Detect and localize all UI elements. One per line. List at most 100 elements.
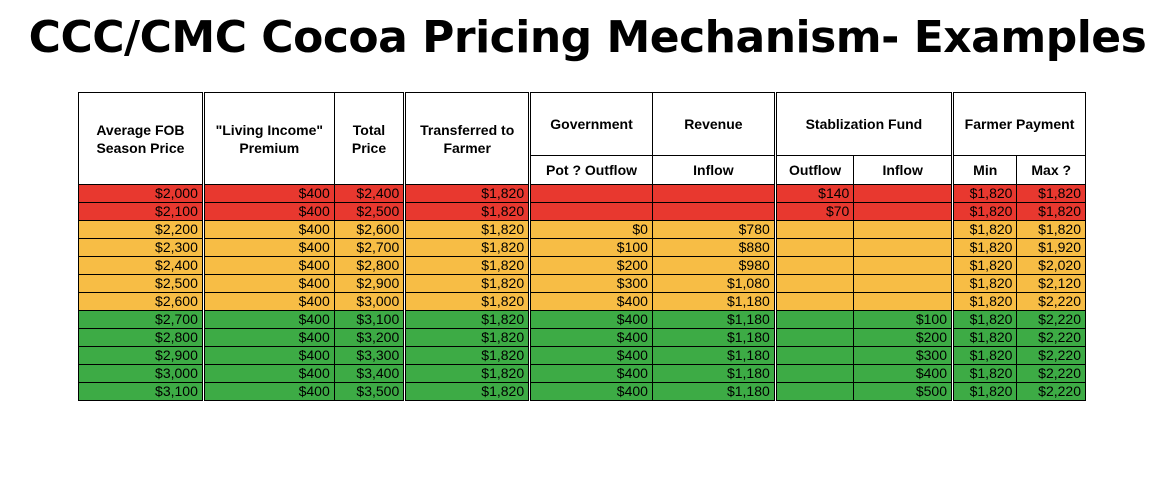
cell-stab-inflow xyxy=(853,256,953,275)
cell-premium: $400 xyxy=(201,346,335,365)
cell-fob: $3,000 xyxy=(78,364,204,383)
cell-transferred: $1,820 xyxy=(403,346,531,365)
pricing-table: Average FOB Season Price "Living Income"… xyxy=(78,92,1086,401)
cell-max: $2,220 xyxy=(1016,310,1086,329)
cell-stab-inflow xyxy=(853,274,953,293)
cell-total: $2,800 xyxy=(333,256,406,275)
cell-revenue: $880 xyxy=(651,238,776,257)
cell-stab-outflow: $70 xyxy=(773,202,855,221)
cell-revenue: $1,180 xyxy=(651,364,776,383)
cell-stab-inflow xyxy=(853,292,953,311)
cell-stab-inflow xyxy=(853,220,953,239)
cell-premium: $400 xyxy=(201,202,335,221)
cell-min: $1,820 xyxy=(950,274,1018,293)
cell-stab-outflow xyxy=(773,256,855,275)
cell-total: $3,500 xyxy=(333,382,406,401)
cell-stab-inflow: $500 xyxy=(853,382,953,401)
cell-transferred: $1,820 xyxy=(403,382,531,401)
cell-transferred: $1,820 xyxy=(403,220,531,239)
cell-government: $400 xyxy=(528,310,653,329)
cell-stab-outflow xyxy=(773,382,855,401)
cell-stab-outflow xyxy=(773,274,855,293)
cell-min: $1,820 xyxy=(950,184,1018,203)
cell-max: $2,020 xyxy=(1016,256,1086,275)
cell-min: $1,820 xyxy=(950,202,1018,221)
cell-government: $400 xyxy=(528,382,653,401)
cell-min: $1,820 xyxy=(950,292,1018,311)
header-row: Average FOB Season Price "Living Income"… xyxy=(78,92,1086,185)
cell-max: $2,220 xyxy=(1016,346,1086,365)
table-row: $2,500 $400 $2,900 $1,820 $300 $1,080 $1,820 $2… xyxy=(78,274,1086,293)
table-row: $2,300 $400 $2,700 $1,820 $100 $880 $1,820 $1,9… xyxy=(78,238,1086,257)
header-stabilization: Stablization Fund xyxy=(773,92,954,156)
cell-revenue xyxy=(651,202,776,221)
subheader-min: Min xyxy=(950,155,1018,185)
cell-max: $2,220 xyxy=(1016,328,1086,347)
cell-government: $100 xyxy=(528,238,653,257)
cell-fob: $2,600 xyxy=(78,292,204,311)
cell-transferred: $1,820 xyxy=(403,292,531,311)
cell-min: $1,820 xyxy=(950,364,1018,383)
table-row: $2,600 $400 $3,000 $1,820 $400 $1,180 $1,820 $2… xyxy=(78,292,1086,311)
cell-stab-outflow: $140 xyxy=(773,184,855,203)
cell-max: $1,820 xyxy=(1016,220,1086,239)
table-row: $2,400 $400 $2,800 $1,820 $200 $980 $1,820 $2,0… xyxy=(78,256,1086,275)
table-row: $2,100 $400 $2,500 $1,820 $70 $1,820 $1,820 xyxy=(78,202,1086,221)
cell-fob: $2,800 xyxy=(78,328,204,347)
cell-max: $2,220 xyxy=(1016,364,1086,383)
cell-revenue: $1,180 xyxy=(651,328,776,347)
subheader-row: Pot ? Outflow Inflow Outflow Inflow Min … xyxy=(79,155,1086,185)
cell-stab-outflow xyxy=(773,346,855,365)
cell-stab-outflow xyxy=(773,364,855,383)
cell-total: $2,600 xyxy=(333,220,406,239)
header-premium: "Living Income" Premium xyxy=(201,92,335,185)
cell-stab-inflow xyxy=(853,238,953,257)
cell-stab-outflow xyxy=(773,310,855,329)
cell-total: $2,400 xyxy=(333,184,406,203)
cell-revenue: $1,180 xyxy=(651,292,776,311)
cell-stab-outflow xyxy=(773,238,855,257)
cell-revenue: $1,080 xyxy=(651,274,776,293)
cell-transferred: $1,820 xyxy=(403,328,531,347)
header-transferred: Transferred to Farmer xyxy=(403,92,531,185)
subheader-max: Max ? xyxy=(1016,155,1086,185)
cell-max: $2,120 xyxy=(1016,274,1086,293)
cell-total: $2,500 xyxy=(333,202,406,221)
header-government: Government xyxy=(528,92,653,156)
cell-government: $200 xyxy=(528,256,653,275)
cell-government: $400 xyxy=(528,346,653,365)
cell-total: $3,300 xyxy=(333,346,406,365)
cell-min: $1,820 xyxy=(950,220,1018,239)
cell-revenue: $1,180 xyxy=(651,310,776,329)
cell-premium: $400 xyxy=(201,256,335,275)
cell-fob: $2,100 xyxy=(78,202,204,221)
cell-premium: $400 xyxy=(201,274,335,293)
cell-government: $400 xyxy=(528,292,653,311)
cell-revenue xyxy=(651,184,776,203)
cell-fob: $2,400 xyxy=(78,256,204,275)
header-farmer-payment: Farmer Payment xyxy=(951,92,1086,156)
cell-max: $1,920 xyxy=(1016,238,1086,257)
cell-fob: $2,500 xyxy=(78,274,204,293)
cell-fob: $3,100 xyxy=(78,382,204,401)
cell-revenue: $980 xyxy=(651,256,776,275)
cell-min: $1,820 xyxy=(950,256,1018,275)
cell-total: $2,900 xyxy=(333,274,406,293)
cell-transferred: $1,820 xyxy=(403,238,531,257)
cell-stab-inflow: $200 xyxy=(853,328,953,347)
cell-total: $2,700 xyxy=(333,238,406,257)
table-body: $2,000 $400 $2,400 $1,820 $140 $1,820 $1,820 $2… xyxy=(78,184,1086,401)
header-total: Total Price xyxy=(333,92,406,185)
subheader-outflow: Outflow xyxy=(773,155,855,185)
cell-transferred: $1,820 xyxy=(403,202,531,221)
cell-stab-inflow: $300 xyxy=(853,346,953,365)
table-row: $2,200 $400 $2,600 $1,820 $0 $780 $1,820 $1,820 xyxy=(78,220,1086,239)
cell-transferred: $1,820 xyxy=(403,274,531,293)
cell-total: $3,200 xyxy=(333,328,406,347)
cell-fob: $2,300 xyxy=(78,238,204,257)
subheader-pot-outflow: Pot ? Outflow xyxy=(528,155,653,185)
cell-stab-inflow xyxy=(853,184,953,203)
header-revenue: Revenue xyxy=(651,92,776,156)
cell-government: $300 xyxy=(528,274,653,293)
cell-government: $0 xyxy=(528,220,653,239)
